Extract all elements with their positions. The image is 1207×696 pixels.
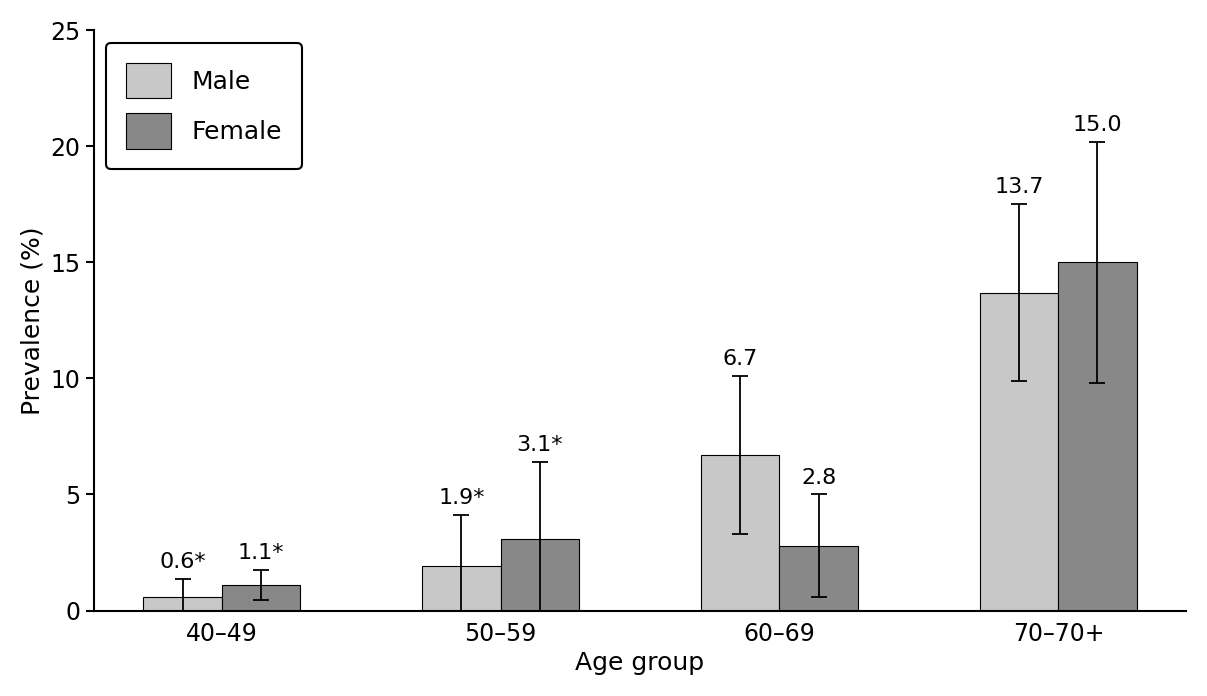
Text: 1.1*: 1.1*: [238, 543, 284, 563]
Bar: [222, 585, 299, 610]
Bar: [501, 539, 578, 610]
Text: 2.8: 2.8: [801, 468, 836, 487]
Bar: [701, 455, 780, 610]
Bar: [980, 292, 1059, 610]
Text: 3.1*: 3.1*: [517, 435, 562, 455]
Text: 1.9*: 1.9*: [438, 489, 485, 508]
Y-axis label: Prevalence (%): Prevalence (%): [21, 226, 45, 415]
Text: 15.0: 15.0: [1073, 115, 1123, 135]
Text: 13.7: 13.7: [995, 177, 1044, 198]
Legend: Male, Female: Male, Female: [106, 43, 302, 168]
Bar: [144, 596, 222, 610]
Bar: [1059, 262, 1137, 610]
Text: 6.7: 6.7: [723, 349, 758, 369]
Bar: [422, 567, 501, 610]
Bar: [780, 546, 858, 610]
Text: 0.6*: 0.6*: [159, 552, 206, 572]
X-axis label: Age group: Age group: [576, 651, 705, 675]
